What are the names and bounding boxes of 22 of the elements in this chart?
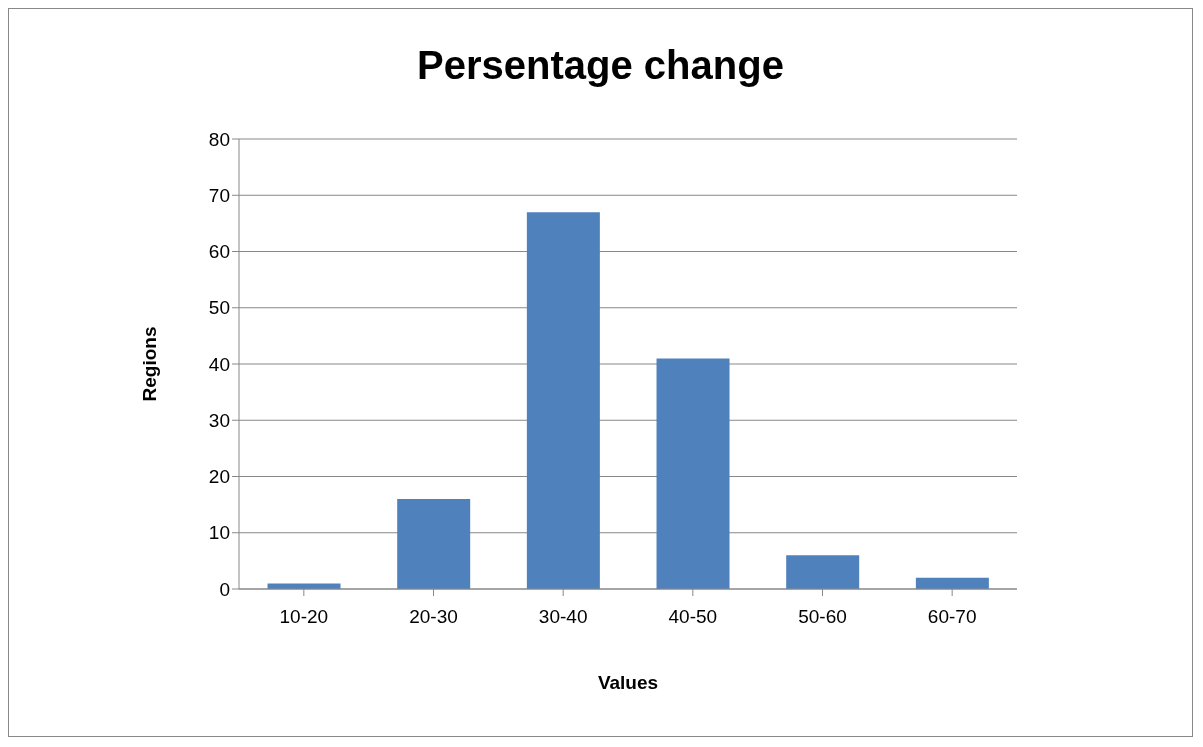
y-tick-label: 10 [208, 522, 230, 544]
x-tick-label: 30-40 [538, 606, 588, 628]
bar [526, 212, 600, 589]
y-axis-title: Regions [138, 326, 160, 402]
x-axis-title: Values [597, 672, 659, 693]
y-tick-label: 20 [208, 466, 230, 488]
y-tick-label: 50 [208, 297, 230, 319]
y-tick-label: 70 [208, 184, 230, 206]
bar [786, 555, 860, 589]
y-tick-label: 0 [219, 578, 230, 600]
y-tick-label: 40 [208, 353, 230, 375]
x-tick-label: 50-60 [798, 606, 847, 628]
y-tick-label: 60 [208, 241, 230, 263]
x-tick-label: 40-50 [668, 606, 718, 628]
x-tick-label: 60-70 [927, 606, 977, 628]
chart-title: Persentage change [416, 43, 785, 88]
y-tick-label: 30 [208, 409, 230, 431]
x-tick-label: 10-20 [279, 606, 329, 628]
x-tick-label: 20-30 [409, 606, 458, 628]
y-tick-label: 80 [208, 128, 230, 150]
bar [397, 499, 471, 589]
bar [656, 358, 730, 589]
